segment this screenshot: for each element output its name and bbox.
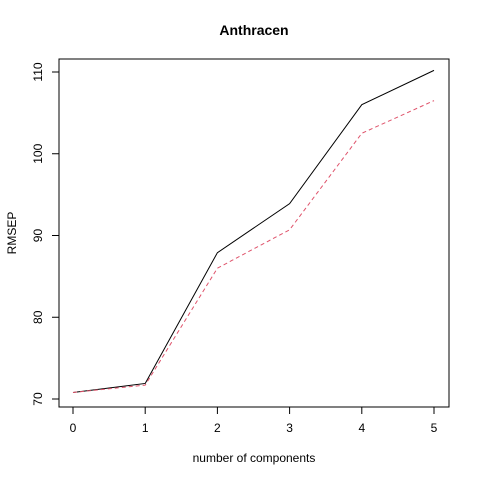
y-tick-label-0: 70 [31, 392, 45, 406]
y-tick-label-2: 90 [31, 229, 45, 243]
series-layer [72, 69, 435, 393]
series-line-0 [72, 69, 435, 393]
x-axis-label: number of components [193, 451, 316, 465]
y-axis-label: RMSEP [5, 212, 19, 255]
y-tick-label-3: 100 [31, 143, 45, 163]
x-tick-label-5: 5 [431, 421, 438, 435]
x-tick-label-3: 3 [286, 421, 293, 435]
chart-title: Anthracen [219, 22, 288, 38]
y-tick-label-4: 110 [31, 62, 45, 81]
x-tick-label-1: 1 [142, 421, 149, 435]
plot-frame [58, 58, 450, 408]
x-axis: 0 1 2 3 4 5 [70, 407, 438, 435]
y-tick-label-1: 80 [31, 310, 45, 324]
y-axis: 70 80 90 100 110 [31, 62, 59, 406]
x-tick-label-0: 0 [70, 421, 77, 435]
x-tick-label-4: 4 [358, 421, 365, 435]
x-tick-label-2: 2 [214, 421, 221, 435]
